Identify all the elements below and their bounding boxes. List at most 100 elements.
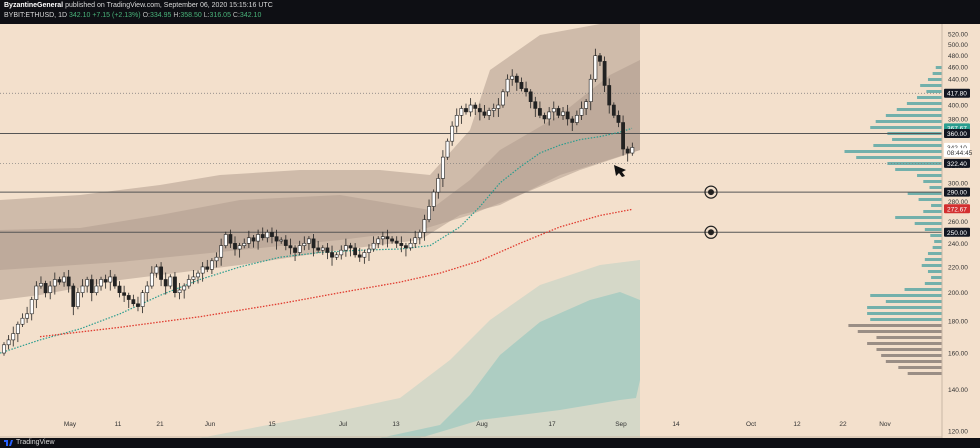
price-label-box: [944, 88, 970, 98]
candle-down: [122, 292, 127, 296]
candle-up: [630, 147, 635, 154]
candle-down: [473, 104, 478, 109]
candle-up: [367, 248, 371, 253]
candle-up: [29, 299, 34, 315]
candle-up: [487, 110, 492, 116]
high-label: H:: [173, 12, 181, 19]
price-label: 360.00: [947, 131, 967, 138]
volume-profile-bar: [876, 348, 942, 351]
price-label-box: [944, 158, 970, 168]
volume-profile-bar: [907, 192, 942, 195]
candle-down: [131, 299, 136, 305]
low-label: L:: [203, 12, 210, 19]
candle-up: [297, 245, 302, 253]
volume-profile-bar: [930, 234, 942, 237]
price-label: 322.40: [947, 161, 967, 168]
candle-up: [242, 243, 247, 246]
candle-up: [593, 55, 598, 80]
volume-profile-bar: [926, 90, 942, 93]
ma-long-line: [39, 208, 633, 338]
candle-up: [307, 238, 311, 244]
candle-up: [186, 279, 191, 287]
candle-down: [556, 108, 561, 116]
price-label: 272.67: [947, 206, 967, 213]
candle-up: [223, 234, 228, 246]
candle-up: [25, 313, 30, 319]
moving-averages: [0, 127, 633, 354]
tradingview-brand[interactable]: TradingView: [16, 439, 55, 446]
y-tick-label: 120.00: [948, 429, 968, 436]
candle-down: [288, 245, 293, 249]
volume-profile-bar: [918, 198, 942, 201]
target-icon: [704, 225, 718, 239]
candle-down: [514, 75, 519, 83]
candle-up: [436, 178, 441, 193]
volume-profile-bar: [924, 282, 942, 285]
price-label-box: [944, 148, 970, 158]
candle-up: [237, 245, 242, 250]
channel-bands: [0, 24, 640, 438]
candle-down: [390, 238, 394, 242]
price-label-box: [944, 129, 970, 139]
y-tick-label: 480.00: [948, 53, 968, 60]
volume-profile-bar: [920, 84, 942, 87]
candle-down: [233, 243, 237, 250]
candle-up: [15, 323, 20, 334]
volume-profile-bar: [924, 228, 942, 231]
candle-down: [330, 252, 334, 258]
close-label: C:: [232, 12, 240, 19]
candle-up: [362, 252, 367, 258]
price-label: 290.00: [947, 190, 967, 197]
candle-down: [348, 245, 353, 249]
volume-profile-bar: [932, 72, 942, 75]
candle-up: [579, 108, 584, 116]
volume-profile-bar: [927, 270, 942, 273]
volume-profile-bar: [848, 324, 942, 327]
tradingview-logo-icon: [4, 440, 13, 446]
candle-up: [246, 237, 251, 244]
candle-up: [20, 317, 25, 325]
x-tick-label: 13: [392, 421, 400, 428]
candle-up: [491, 108, 496, 111]
candle-down: [625, 148, 630, 154]
price-label-box: [944, 204, 970, 214]
last-price: 342.10: [68, 12, 91, 19]
candle-down: [611, 104, 616, 116]
x-tick-label: Jul: [339, 421, 348, 428]
candle-up: [413, 237, 418, 244]
ma-short-line: [0, 127, 633, 354]
volume-profile-bar: [907, 372, 942, 375]
candle-down: [112, 276, 117, 287]
close-value: 342.10: [239, 12, 262, 19]
candle-up: [510, 75, 515, 80]
candle-up: [561, 111, 565, 116]
author-name[interactable]: ByzantineGeneral: [4, 2, 64, 9]
open-value: 334.95: [149, 12, 172, 19]
high-value: 358.50: [180, 12, 202, 19]
candle-up: [149, 272, 154, 287]
volume-profile: [844, 66, 942, 375]
candle-down: [570, 118, 575, 123]
candle-up: [501, 91, 505, 106]
volume-profile-bar: [934, 240, 942, 243]
y-tick-label: 380.00: [948, 116, 968, 123]
candle-up: [496, 104, 501, 109]
volume-profile-bar: [914, 222, 942, 225]
volume-profile-bar: [867, 312, 942, 315]
upper-band-inner: [0, 60, 640, 270]
x-tick-label: May: [64, 421, 77, 428]
candle-up: [547, 111, 552, 120]
low-value: 316.05: [209, 12, 231, 19]
candle-down: [607, 85, 612, 106]
publish-info: published on TradingView.com, September …: [65, 2, 273, 9]
horizontal-levels: [0, 92, 942, 233]
candle-up: [468, 104, 473, 113]
candle-down: [270, 231, 274, 237]
candle-up: [427, 206, 431, 220]
volume-profile-bar: [870, 318, 942, 321]
y-tick-label: 180.00: [948, 319, 968, 326]
price-chart[interactable]: 520.00500.00480.00460.00440.00420.00400.…: [0, 24, 980, 438]
candle-up: [376, 238, 381, 244]
candle-up: [422, 219, 427, 233]
candle-down: [399, 243, 404, 246]
